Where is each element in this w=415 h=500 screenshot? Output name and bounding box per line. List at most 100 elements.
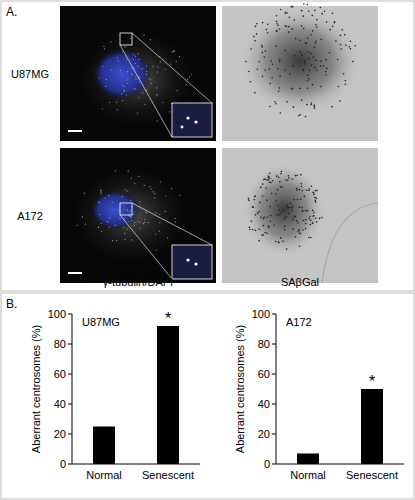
granule (284, 218, 286, 220)
granule (262, 52, 264, 54)
speckle (139, 201, 140, 202)
granule (280, 9, 282, 11)
speckle (157, 72, 158, 73)
granule (297, 231, 299, 233)
granule (292, 65, 294, 67)
granule (291, 210, 293, 212)
granule (253, 199, 255, 201)
y-tick (68, 464, 72, 465)
granule (311, 15, 313, 17)
speckle (169, 111, 170, 112)
brightfield-image (222, 148, 378, 283)
y-tick (272, 344, 276, 345)
granule (276, 31, 278, 33)
granule (277, 68, 279, 70)
speckle (139, 222, 140, 223)
granule (310, 104, 312, 106)
granule (279, 28, 281, 30)
granule (313, 212, 315, 214)
granule (275, 193, 277, 195)
granule (292, 228, 294, 230)
speckle (133, 54, 134, 55)
granule (288, 207, 290, 209)
chart: 020406080100NormalSenescentA172Aberrant … (234, 308, 404, 481)
chart-title: A172 (286, 316, 312, 328)
granule (316, 190, 318, 192)
speckle (144, 104, 145, 105)
bar (361, 389, 383, 464)
granule (257, 212, 259, 214)
granule (266, 232, 268, 234)
granule (301, 207, 303, 209)
granule (278, 242, 280, 244)
granule (306, 190, 308, 192)
granule (303, 220, 305, 222)
granule (314, 104, 316, 106)
granule (332, 13, 334, 15)
granule (291, 178, 293, 180)
granule (261, 235, 263, 237)
granule (248, 71, 250, 73)
speckle (185, 84, 186, 85)
granule (350, 48, 352, 50)
granule (345, 80, 347, 82)
speckle (144, 185, 145, 186)
granule (294, 55, 296, 57)
speckle (124, 209, 125, 210)
bars (93, 326, 179, 464)
y-tick-label: 100 (252, 308, 270, 320)
speckle (137, 53, 138, 54)
granule (253, 206, 255, 208)
speckle (142, 68, 143, 69)
granule (269, 172, 271, 174)
granule (285, 216, 287, 218)
granule (307, 80, 309, 82)
granule (251, 221, 253, 223)
speckle (107, 221, 108, 222)
speckle (187, 79, 188, 80)
speckle (121, 93, 122, 94)
nucleus (90, 190, 140, 230)
granule (295, 236, 297, 238)
granule (286, 101, 288, 103)
granule (299, 233, 301, 235)
speckle (146, 74, 147, 75)
granule (271, 60, 273, 62)
granule (339, 100, 341, 102)
zoom-box (120, 33, 132, 45)
speckle (104, 48, 105, 49)
granule (294, 216, 296, 218)
granule (309, 224, 311, 226)
speckle (156, 87, 157, 88)
speckle (148, 222, 149, 223)
y-tick-label: 40 (54, 398, 66, 410)
stain (238, 6, 362, 116)
granule (312, 215, 314, 217)
granule (266, 29, 268, 31)
speckle (126, 94, 127, 95)
speckle (127, 228, 128, 229)
granule (310, 34, 312, 36)
speckle (151, 188, 152, 189)
speckle (139, 81, 140, 82)
speckle (116, 102, 117, 103)
granule (298, 230, 300, 232)
granule (316, 69, 318, 71)
granule (258, 240, 260, 242)
granule (321, 217, 323, 219)
granule (268, 179, 270, 181)
speckle (143, 223, 144, 224)
granule (276, 23, 278, 25)
y-tick (272, 314, 276, 315)
speckle (146, 212, 147, 213)
granule (279, 61, 281, 63)
granule (264, 178, 266, 180)
granule (270, 220, 272, 222)
granule (248, 198, 250, 200)
granule (352, 61, 354, 63)
granule (270, 182, 272, 184)
granule (275, 103, 277, 105)
y-tick (272, 404, 276, 405)
granule (284, 225, 286, 227)
granule (269, 106, 271, 108)
